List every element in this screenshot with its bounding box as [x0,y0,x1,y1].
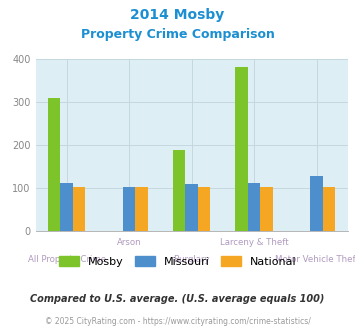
Text: All Property Crime: All Property Crime [28,255,106,264]
Bar [136,187,148,231]
Text: Motor Vehicle Theft: Motor Vehicle Theft [275,255,355,264]
Text: Larceny & Theft: Larceny & Theft [220,238,289,247]
Bar [198,187,211,231]
Text: © 2025 CityRating.com - https://www.cityrating.com/crime-statistics/: © 2025 CityRating.com - https://www.city… [45,317,310,326]
Bar [310,176,323,231]
Bar [173,150,185,231]
Bar [235,67,248,231]
Legend: Mosby, Missouri, National: Mosby, Missouri, National [56,252,299,270]
Text: Property Crime Comparison: Property Crime Comparison [81,28,274,41]
Bar [248,182,261,231]
Bar [261,187,273,231]
Bar [60,182,73,231]
Bar [73,187,86,231]
Text: Compared to U.S. average. (U.S. average equals 100): Compared to U.S. average. (U.S. average … [30,294,325,304]
Text: 2014 Mosby: 2014 Mosby [130,8,225,22]
Bar [48,98,60,231]
Bar [123,187,136,231]
Bar [185,184,198,231]
Bar [323,187,335,231]
Text: Arson: Arson [117,238,142,247]
Text: Burglary: Burglary [173,255,210,264]
